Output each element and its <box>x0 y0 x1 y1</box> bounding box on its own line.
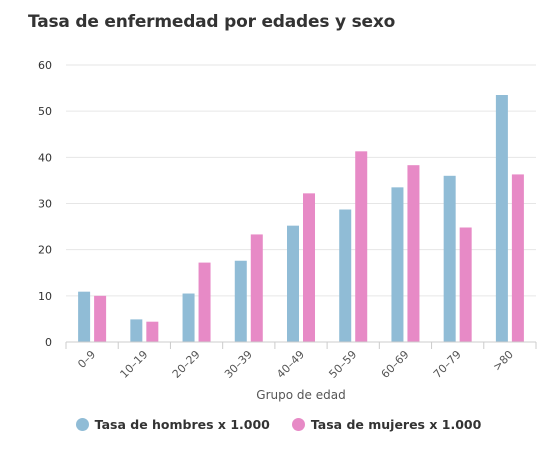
bar-hombres[interactable] <box>130 319 143 342</box>
bar-hombres[interactable] <box>443 175 456 342</box>
y-tick-label: 20 <box>38 244 52 257</box>
legend-item-hombres[interactable]: Tasa de hombres x 1.000 <box>75 417 270 432</box>
bar-hombres[interactable] <box>78 291 91 342</box>
y-axis-ticks: 0 10 20 30 40 50 60 <box>38 59 52 349</box>
legend-label-hombres: Tasa de hombres x 1.000 <box>94 417 270 432</box>
bar-mujeres[interactable] <box>94 295 107 342</box>
y-tick-label: 10 <box>38 290 52 303</box>
x-tick-label: 20–29 <box>170 348 203 381</box>
bar-hombres[interactable] <box>234 260 247 342</box>
x-tick-label: 10–19 <box>118 348 151 381</box>
bar-hombres[interactable] <box>391 187 404 342</box>
bar-hombres[interactable] <box>339 209 352 342</box>
y-tick-label: 50 <box>38 105 52 118</box>
x-axis-title: Grupo de edad <box>256 388 345 402</box>
legend: Tasa de hombres x 1.000 Tasa de mujeres … <box>0 417 557 432</box>
y-tick-label: 40 <box>38 151 52 164</box>
bar-mujeres[interactable] <box>355 151 368 342</box>
x-tick-label: 0–9 <box>75 348 98 371</box>
y-tick-label: 0 <box>45 336 52 349</box>
y-tick-label: 30 <box>38 198 52 211</box>
bar-hombres[interactable] <box>182 293 195 342</box>
bar-hombres[interactable] <box>287 225 299 342</box>
legend-item-mujeres[interactable]: Tasa de mujeres x 1.000 <box>291 417 482 432</box>
bar-mujeres[interactable] <box>303 193 315 342</box>
x-tick-label: 50–59 <box>326 348 359 381</box>
bar-mujeres[interactable] <box>511 174 524 342</box>
bars <box>78 95 524 342</box>
bar-mujeres[interactable] <box>198 262 211 342</box>
legend-label-mujeres: Tasa de mujeres x 1.000 <box>310 417 482 432</box>
x-axis: 0–9 10–19 20–29 30–39 40–49 50–59 60–69 70–79 >8… <box>65 341 537 381</box>
bar-mujeres[interactable] <box>459 227 472 342</box>
legend-swatch-hombres <box>75 418 89 431</box>
legend-swatch-mujeres <box>291 418 305 431</box>
bar-mujeres[interactable] <box>146 321 159 342</box>
bar-chart-plot: 0 10 20 30 40 50 60 0–9 10–19 20–29 30–39 40–49 50–… <box>38 59 537 402</box>
x-tick-label: 60–69 <box>379 348 412 381</box>
x-tick-label: >80 <box>490 348 516 374</box>
bar-mujeres[interactable] <box>250 234 263 342</box>
x-tick-label: 30–39 <box>222 348 255 381</box>
y-tick-label: 60 <box>38 59 52 72</box>
bar-mujeres[interactable] <box>407 165 420 342</box>
x-tick-label: 70–79 <box>431 348 464 381</box>
chart-title: Tasa de enfermedad por edades y sexo <box>28 12 396 32</box>
bar-hombres[interactable] <box>495 95 508 342</box>
x-tick-label: 40–49 <box>274 348 307 381</box>
gridlines <box>66 64 536 297</box>
